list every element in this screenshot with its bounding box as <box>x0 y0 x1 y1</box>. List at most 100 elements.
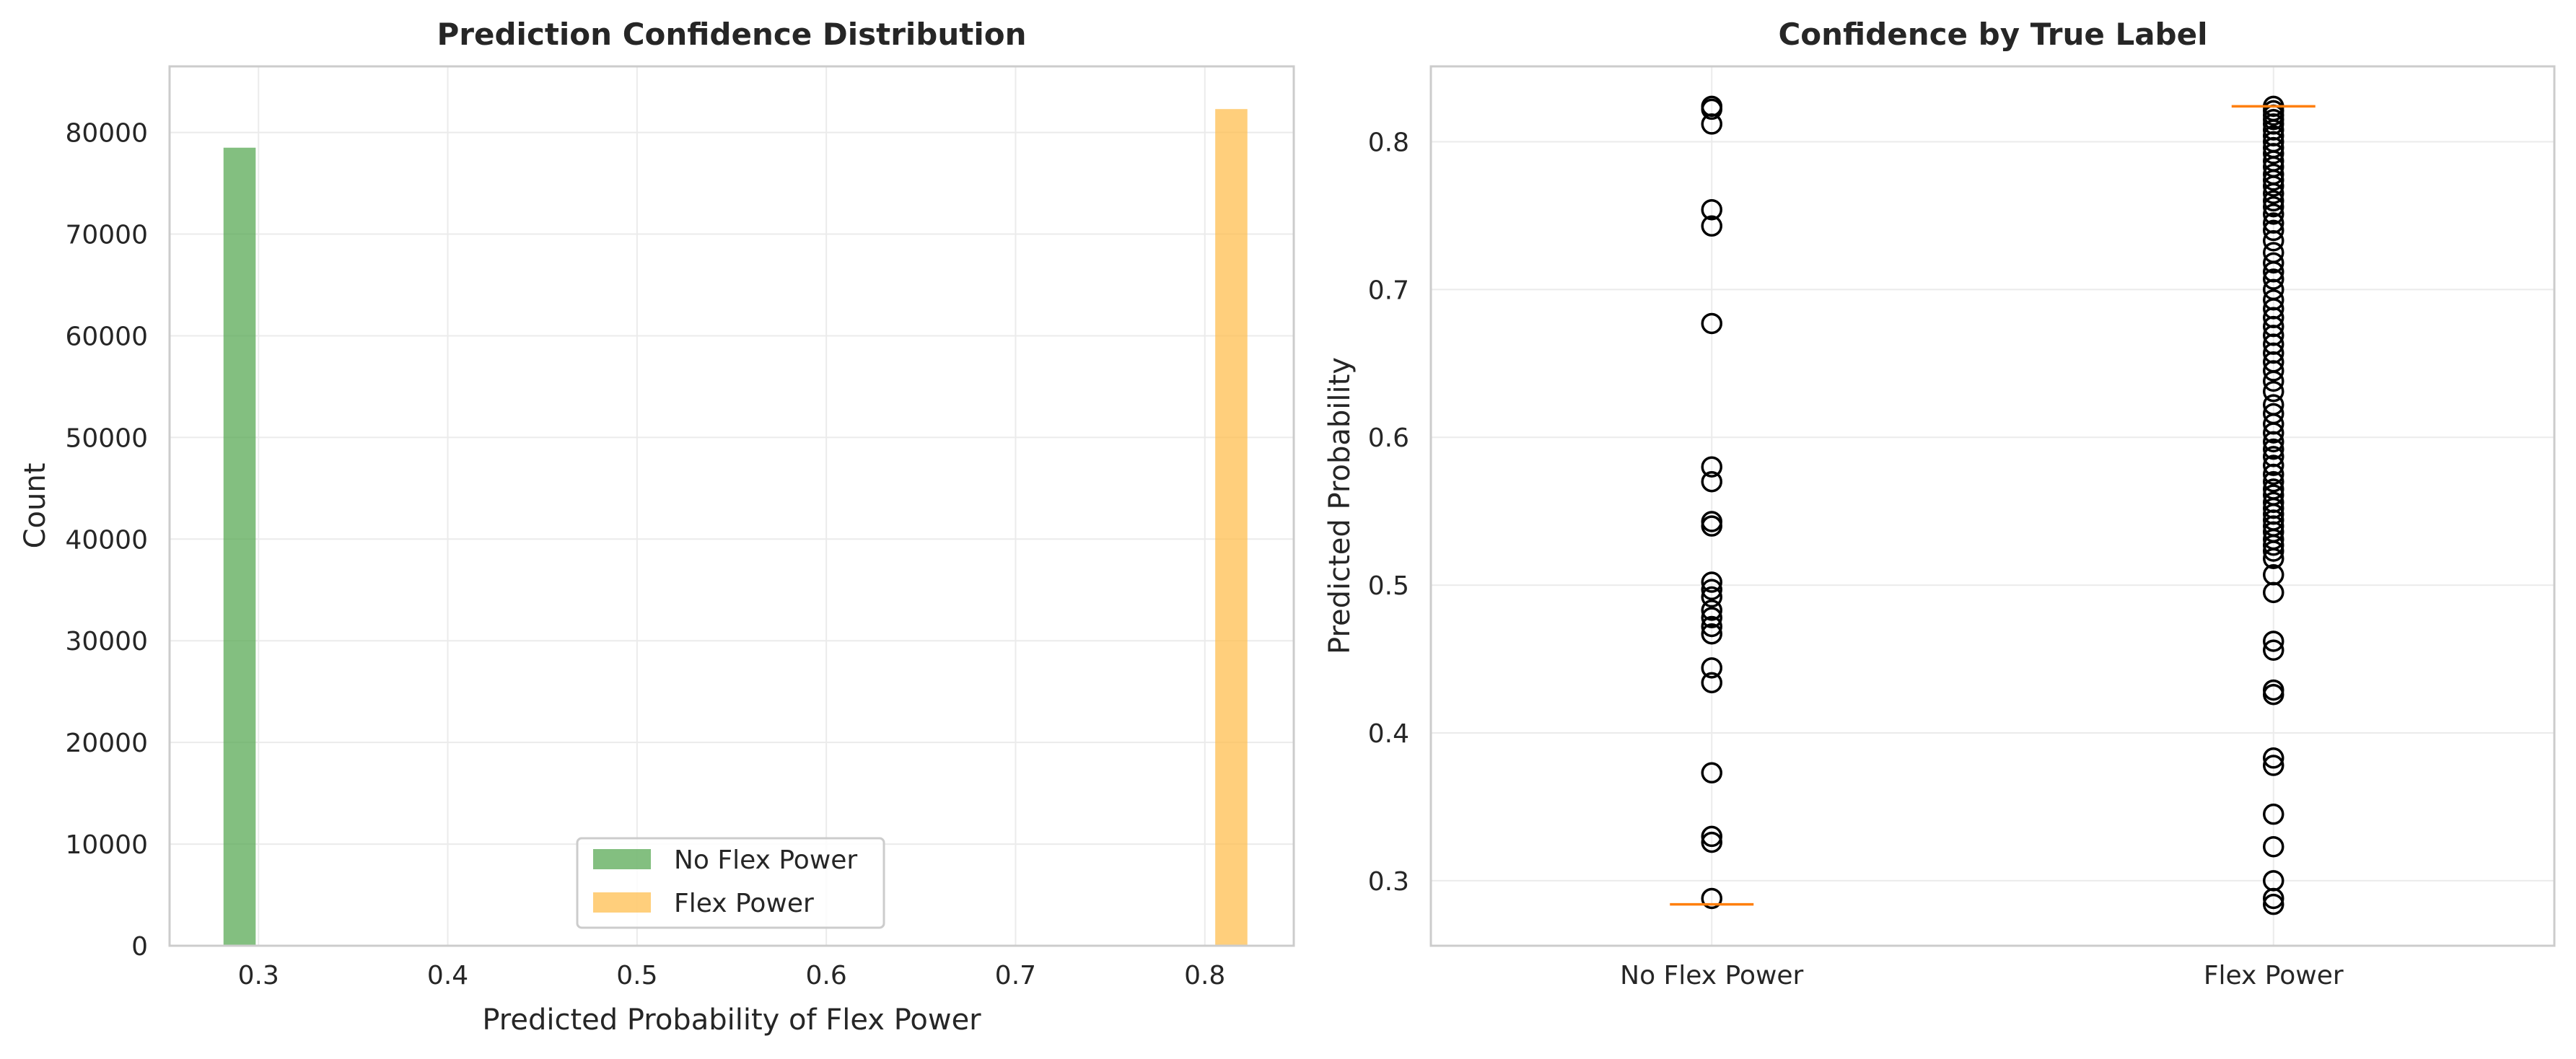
histogram-y-tick-label: 40000 <box>65 525 148 555</box>
boxplot-plot-area <box>1431 66 2554 946</box>
legend-label-no-flex-power: No Flex Power <box>674 845 857 875</box>
histogram-x-tick-label: 0.3 <box>238 961 279 990</box>
boxplot-outlier-no-flex-power <box>1701 198 1722 221</box>
boxplot-y-tick-label: 0.4 <box>1368 719 1409 749</box>
histogram-panel: 0.3 0.4 0.5 0.6 0.7 0.8 0 10000 20000 30000 40000… <box>19 17 1295 1037</box>
histogram-x-ticks: 0.3 0.4 0.5 0.6 0.7 0.8 <box>238 961 1226 990</box>
boxplot-outlier-flex-power <box>2263 252 2284 274</box>
boxplot-outlier-flex-power <box>2263 630 2284 652</box>
boxplot-outlier-no-flex-power <box>1701 623 1722 645</box>
histogram-y-tick-label: 50000 <box>65 423 148 453</box>
histogram-grid <box>170 66 1294 946</box>
boxplot-outlier-flex-power <box>2263 639 2284 662</box>
boxplot-y-tick-label: 0.7 <box>1368 276 1409 305</box>
boxplot-outlier-flex-power <box>2263 548 2284 569</box>
boxplot-outlier-no-flex-power <box>1701 586 1722 608</box>
boxplot-marks <box>1670 95 2316 915</box>
histogram-frame <box>168 65 1295 947</box>
boxplot-outlier-no-flex-power <box>1701 456 1722 478</box>
boxplot-outlier-flex-power <box>2263 190 2284 212</box>
boxplot-outlier-flex-power <box>2263 887 2284 910</box>
boxplot-outlier-flex-power <box>2263 431 2284 453</box>
histogram-x-tick-label: 0.4 <box>427 961 468 990</box>
boxplot-outlier-flex-power <box>2263 170 2284 191</box>
histogram-y-tick-label: 30000 <box>65 627 148 656</box>
boxplot-x-tick-label: No Flex Power <box>1620 961 1803 990</box>
legend-label-flex-power: Flex Power <box>674 889 814 918</box>
legend-swatch-no-flex-power <box>593 849 651 869</box>
boxplot-outlier-no-flex-power <box>1701 762 1722 784</box>
boxplot-outlier-flex-power <box>2263 422 2284 444</box>
boxplot-outlier-flex-power <box>2263 183 2284 204</box>
boxplot-outlier-flex-power <box>2263 540 2284 562</box>
histogram-y-ticks: 0 10000 20000 30000 40000 50000 60000 70000 8000… <box>65 119 148 962</box>
boxplot-outlier-no-flex-power <box>1701 113 1722 135</box>
histogram-y-tick-label: 0 <box>131 932 148 962</box>
boxplot-outlier-no-flex-power <box>1701 887 1722 910</box>
boxplot-outlier-flex-power <box>2263 803 2284 825</box>
boxplot-x-tick-label: Flex Power <box>2204 961 2344 990</box>
boxplot-outlier-flex-power <box>2263 454 2284 476</box>
boxplot-outlier-flex-power <box>2263 203 2284 225</box>
legend: No Flex Power Flex Power <box>576 837 885 929</box>
boxplot-y-axis-label: Predicted Probability <box>1323 357 1357 654</box>
boxplot-outlier-flex-power <box>2263 535 2284 556</box>
histogram-x-tick-label: 0.6 <box>806 961 847 990</box>
boxplot-y-tick-label: 0.5 <box>1368 571 1409 601</box>
histogram-y-tick-label: 60000 <box>65 322 148 351</box>
boxplot-outlier-flex-power <box>2263 370 2284 392</box>
boxplot-outlier-flex-power <box>2263 360 2284 382</box>
boxplot-outlier-flex-power <box>2263 268 2284 290</box>
boxplot-outlier-no-flex-power <box>1701 615 1722 638</box>
boxplot-x-ticks: No Flex Power Flex Power <box>1620 961 2344 990</box>
histogram-bar-flex-power <box>1215 109 1248 946</box>
boxplot-outlier-no-flex-power <box>1701 657 1722 679</box>
boxplot-outlier-no-flex-power <box>1701 672 1722 694</box>
histogram-x-axis-label: Predicted Probability of Flex Power <box>482 1003 981 1037</box>
histogram-title: Prediction Confidence Distribution <box>437 17 1027 52</box>
boxplot-outlier-no-flex-power <box>1701 571 1722 593</box>
boxplot-outlier-flex-power <box>2263 219 2284 242</box>
boxplot-outlier-flex-power <box>2263 175 2284 197</box>
boxplot-outlier-no-flex-power <box>1701 470 1722 493</box>
histogram-bar-no-flex-power <box>223 147 256 946</box>
boxplot-outlier-no-flex-power <box>1701 312 1722 335</box>
histogram-bars <box>223 109 1248 946</box>
boxplot-outlier-no-flex-power <box>1701 215 1722 237</box>
boxplot-outlier-flex-power <box>2263 230 2284 252</box>
histogram-y-tick-label: 10000 <box>65 830 148 860</box>
histogram-plot-area <box>170 66 1294 946</box>
boxplot-outlier-no-flex-power <box>1701 98 1722 120</box>
boxplot-outlier-no-flex-power <box>1701 599 1722 621</box>
legend-swatch-flex-power <box>593 892 651 913</box>
boxplot-outlier-no-flex-power <box>1701 579 1722 601</box>
boxplot-outlier-no-flex-power <box>1701 831 1722 853</box>
boxplot-title: Confidence by True Label <box>1778 17 2207 52</box>
boxplot-y-ticks: 0.3 0.4 0.5 0.6 0.7 0.8 <box>1368 128 1409 896</box>
boxplot-outlier-flex-power <box>2263 463 2284 485</box>
boxplot-outlier-no-flex-power <box>1701 825 1722 848</box>
histogram-y-tick-label: 80000 <box>65 119 148 149</box>
boxplot-outlier-no-flex-power <box>1701 515 1722 537</box>
boxplot-outlier-flex-power <box>2263 581 2284 604</box>
boxplot-y-tick-label: 0.8 <box>1368 128 1409 157</box>
legend-box <box>576 837 885 929</box>
histogram-x-tick-label: 0.7 <box>995 961 1036 990</box>
histogram-y-tick-label: 20000 <box>65 729 148 758</box>
boxplot-y-tick-label: 0.6 <box>1368 423 1409 453</box>
boxplot-panel: No Flex Power Flex Power 0.30.40.50.60.70… <box>1323 17 2556 990</box>
histogram-y-axis-label: Count <box>19 463 52 549</box>
boxplot-outlier-flex-power <box>2263 835 2284 858</box>
histogram-x-tick-label: 0.8 <box>1184 961 1225 990</box>
boxplot-outlier-flex-power <box>2263 195 2284 218</box>
boxplot-outlier-flex-power <box>2263 470 2284 493</box>
boxplot-y-tick-label: 0.3 <box>1368 867 1409 897</box>
boxplot-outlier-flex-power <box>2263 143 2284 164</box>
histogram-x-tick-label: 0.5 <box>616 961 657 990</box>
boxplot-outlier-flex-power <box>2263 893 2284 915</box>
boxplot-outlier-flex-power <box>2263 438 2284 460</box>
boxplot-outlier-no-flex-power <box>1701 607 1722 628</box>
boxplot-outlier-flex-power <box>2263 755 2284 776</box>
boxplot-outlier-flex-power <box>2263 683 2284 706</box>
